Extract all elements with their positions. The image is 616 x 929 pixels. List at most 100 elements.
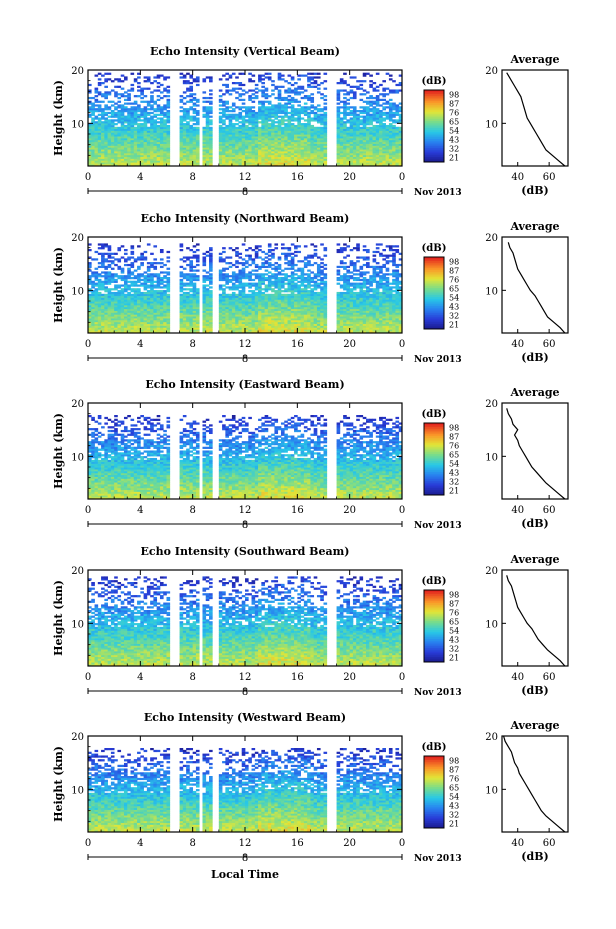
heatmap-cell bbox=[101, 262, 105, 265]
heatmap-cell bbox=[382, 151, 386, 154]
heatmap-cell bbox=[117, 331, 122, 334]
heatmap-cell bbox=[195, 154, 200, 158]
heatmap-cell bbox=[261, 323, 265, 326]
heatmap-cell bbox=[218, 152, 223, 156]
heatmap-cell bbox=[205, 106, 210, 109]
heatmap-cell bbox=[159, 158, 164, 161]
heatmap-cell bbox=[150, 145, 154, 148]
heatmap-cell bbox=[231, 331, 236, 334]
heatmap-cell bbox=[352, 147, 357, 150]
heatmap-cell bbox=[277, 149, 282, 152]
heatmap-cell bbox=[395, 139, 400, 143]
heatmap-cell bbox=[336, 108, 341, 111]
heatmap-cell bbox=[205, 297, 210, 300]
heatmap-cell bbox=[127, 93, 131, 96]
heatmap-cell bbox=[222, 329, 226, 332]
heatmap-cell bbox=[94, 306, 99, 310]
heatmap-cell bbox=[346, 91, 351, 94]
heatmap-cell bbox=[202, 288, 207, 291]
heatmap-cell bbox=[91, 327, 95, 330]
heatmap-cell bbox=[280, 108, 285, 111]
heatmap-cell bbox=[192, 119, 197, 122]
heatmap-cell bbox=[228, 149, 233, 152]
heatmap-cell bbox=[91, 160, 95, 163]
heatmap-cell bbox=[91, 291, 95, 295]
heatmap-cell bbox=[366, 164, 370, 167]
heatmap-cell bbox=[182, 275, 187, 278]
heatmap-cell bbox=[107, 265, 112, 269]
heatmap-cell bbox=[264, 76, 269, 79]
heatmap-cell bbox=[209, 139, 213, 143]
heatmap-cell bbox=[271, 93, 275, 96]
heatmap-cell bbox=[107, 256, 112, 259]
heatmap-cell bbox=[88, 141, 92, 144]
heatmap-cell bbox=[222, 102, 226, 105]
heatmap-cell bbox=[114, 329, 118, 332]
heatmap-cell bbox=[97, 83, 102, 87]
heatmap-cell bbox=[225, 139, 229, 143]
heatmap-cell bbox=[366, 126, 370, 130]
heatmap-cell bbox=[209, 132, 213, 135]
heatmap-cell bbox=[362, 100, 367, 103]
heatmap-cell bbox=[271, 128, 275, 131]
heatmap-cell bbox=[130, 136, 135, 139]
heatmap-cell bbox=[303, 145, 308, 148]
heatmap-cell bbox=[369, 164, 373, 167]
heatmap-cell bbox=[110, 278, 115, 282]
heatmap-cell bbox=[179, 130, 184, 133]
heatmap-cell bbox=[205, 113, 210, 116]
heatmap-cell bbox=[241, 152, 246, 156]
heatmap-cell bbox=[192, 295, 197, 298]
heatmap-cell bbox=[251, 258, 256, 261]
heatmap-cell bbox=[290, 111, 295, 115]
heatmap-cell bbox=[195, 269, 200, 272]
heatmap-cell bbox=[241, 299, 246, 302]
heatmap-cell bbox=[222, 319, 226, 323]
heatmap-cell bbox=[245, 126, 249, 130]
heatmap-cell bbox=[375, 139, 380, 143]
heatmap-cell bbox=[307, 158, 311, 161]
heatmap-cell bbox=[195, 243, 200, 246]
heatmap-cell bbox=[130, 89, 135, 92]
heatmap-cell bbox=[195, 78, 200, 81]
heatmap-cell bbox=[107, 91, 112, 94]
heatmap-cell bbox=[284, 151, 288, 154]
heatmap-cell bbox=[271, 151, 275, 154]
heatmap-cell bbox=[222, 138, 226, 141]
heatmap-cell bbox=[186, 117, 190, 120]
heatmap-cell bbox=[254, 151, 259, 154]
heatmap-cell bbox=[137, 321, 141, 325]
heatmap-cell bbox=[156, 280, 161, 283]
heatmap-cell bbox=[153, 138, 158, 141]
heatmap-cell bbox=[94, 100, 99, 103]
heatmap-cell bbox=[385, 156, 390, 159]
heatmap-cell bbox=[346, 98, 351, 102]
heatmap-cell bbox=[117, 158, 122, 161]
heatmap-cell bbox=[261, 316, 265, 319]
heatmap-cell bbox=[209, 286, 213, 289]
heatmap-cell bbox=[369, 74, 373, 77]
heatmap-cell bbox=[104, 164, 108, 167]
heatmap-cell bbox=[254, 247, 259, 250]
heatmap-cell bbox=[146, 152, 151, 156]
heatmap-cell bbox=[209, 282, 213, 285]
heatmap-cell bbox=[137, 280, 141, 283]
heatmap-cell bbox=[91, 110, 95, 113]
heatmap-cell bbox=[120, 308, 125, 311]
heatmap-cell bbox=[143, 314, 148, 317]
heatmap-cell bbox=[130, 72, 135, 75]
heatmap-cell bbox=[248, 110, 252, 113]
heatmap-cell bbox=[150, 104, 154, 107]
heatmap-cell bbox=[271, 306, 275, 310]
heatmap-cell bbox=[133, 111, 138, 115]
heatmap-cell bbox=[241, 156, 246, 159]
heatmap-cell bbox=[254, 128, 259, 131]
heatmap-cell bbox=[94, 152, 99, 156]
heatmap-cell bbox=[280, 136, 285, 139]
heatmap-cell bbox=[238, 95, 243, 98]
heatmap-cell bbox=[261, 312, 265, 315]
heatmap-cell bbox=[104, 158, 108, 161]
heatmap-cell bbox=[228, 262, 233, 265]
heatmap-cell bbox=[137, 305, 141, 308]
heatmap-cell bbox=[205, 126, 210, 130]
